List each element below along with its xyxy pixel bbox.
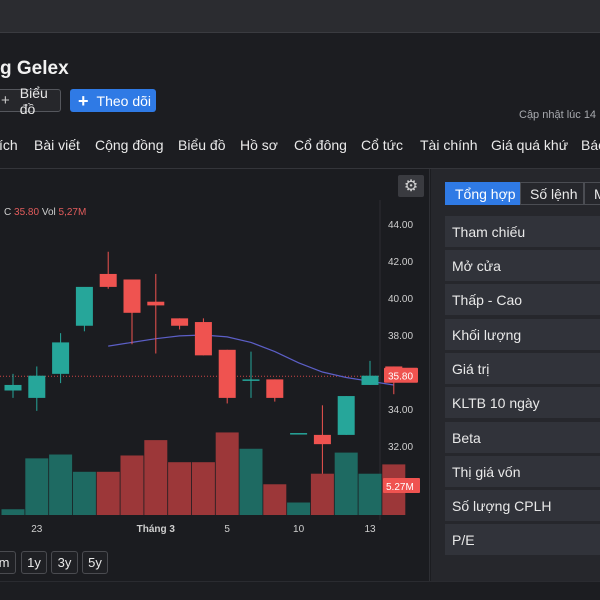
candle-body (147, 301, 165, 306)
row-avg-volume: KLTB 10 ngày (445, 387, 600, 418)
candle-body (123, 279, 141, 313)
x-tick-label: Tháng 3 (137, 524, 176, 535)
candle-body (313, 434, 331, 445)
nav-tab-shareholders[interactable]: Cổ đông (294, 137, 347, 153)
settings-gear-icon[interactable]: ⚙ (398, 175, 424, 197)
tab-summary[interactable]: Tổng hợp (445, 182, 520, 205)
candle-body (361, 375, 379, 385)
volume-bar (310, 473, 334, 515)
chart-button[interactable]: + Biểu đồ (0, 85, 61, 117)
y-tick-label: 32.00 (388, 442, 413, 453)
volume-bar (144, 440, 168, 515)
y-tick-label: 44.00 (388, 220, 413, 231)
y-tick-label: 34.00 (388, 405, 413, 416)
volume-bar (287, 502, 311, 515)
volume-badge (383, 478, 420, 493)
volume-bar (1, 509, 25, 515)
row-pe: P/E (445, 524, 600, 555)
volume-bar (72, 471, 96, 515)
candle-body (4, 384, 22, 391)
candle-body (194, 322, 212, 356)
browser-top-bar (0, 0, 600, 33)
volume-badge-label: 5.27M (386, 482, 414, 493)
x-tick-label: 5 (224, 524, 230, 535)
nav-tab-financials[interactable]: Tài chính (420, 137, 478, 153)
range-button-m[interactable]: m (0, 551, 16, 574)
volume-bar (120, 455, 144, 515)
row-market-cap: Thị giá vốn (445, 456, 600, 487)
nav-tab-chart[interactable]: Biểu đồ (178, 137, 226, 153)
volume-bar (358, 473, 382, 515)
volume-value: 5,27M (58, 207, 87, 218)
candle-body (99, 273, 117, 287)
row-open: Mở cửa (445, 250, 600, 281)
volume-bar (25, 458, 49, 515)
volume-bar (168, 462, 192, 515)
candle-body (337, 396, 355, 435)
candle-body (266, 379, 284, 398)
candle-body (28, 375, 46, 398)
candle-body (75, 286, 93, 326)
volume-bar (239, 448, 263, 515)
tab-more[interactable]: M (584, 182, 600, 205)
row-beta: Beta (445, 422, 600, 453)
candlestick-chart[interactable]: 44.0042.0040.0038.0036.0034.0032.0035.80… (0, 200, 430, 545)
volume-bar (215, 432, 239, 515)
tab-orders[interactable]: Số lệnh (520, 182, 584, 205)
plus-icon: + (1, 92, 10, 109)
candle-body (290, 433, 308, 435)
range-button-3y[interactable]: 3y (51, 551, 78, 574)
range-button-1y[interactable]: 1y (21, 551, 47, 574)
nav-tab-profile[interactable]: Hồ sơ (240, 137, 278, 153)
volume-bar (49, 454, 73, 515)
divider (0, 168, 600, 169)
nav-tabs: ích Bài viết Cộng đồng Biểu đồ Hồ sơ Cổ … (0, 137, 600, 155)
page-title: g Gelex (0, 58, 69, 79)
updated-time: Cập nhật lúc 14 (519, 109, 597, 121)
nav-tab-community[interactable]: Cộng đồng (95, 137, 164, 153)
last-price-label: 35.80 (388, 372, 413, 383)
y-tick-label: 40.00 (388, 294, 413, 305)
close-label: C (4, 207, 12, 218)
candle-body (242, 379, 260, 381)
y-tick-label: 38.00 (388, 331, 413, 342)
row-shares-outstanding: Số lượng CPLH (445, 490, 600, 521)
candle-body (218, 349, 236, 398)
nav-tab-articles[interactable]: Bài viết (34, 137, 80, 153)
volume-bar (191, 462, 215, 515)
close-value: 35.80 (14, 207, 40, 218)
follow-button-label: Theo dõi (96, 92, 151, 109)
row-value: Giá trị (445, 353, 600, 384)
row-low-high: Thấp - Cao (445, 284, 600, 315)
volume-bar (263, 484, 287, 515)
nav-tab-price-history[interactable]: Giá quá khứ (491, 137, 569, 153)
candle-body (171, 318, 189, 326)
chart-button-label: Biểu đồ (19, 84, 48, 117)
volume-label: Vol (41, 207, 56, 218)
x-tick-label: 23 (31, 524, 43, 535)
plus-icon: + (78, 90, 89, 111)
nav-tab-dividends[interactable]: Cổ tức (361, 137, 404, 153)
row-volume: Khối lượng (445, 319, 600, 350)
x-tick-label: 10 (293, 524, 305, 535)
nav-tab-reports[interactable]: Báo (581, 137, 600, 153)
range-button-5y[interactable]: 5y (82, 551, 108, 574)
last-price-badge (384, 367, 418, 383)
nav-tab-analysis[interactable]: ích (0, 137, 18, 153)
y-tick-label: 42.00 (388, 257, 413, 268)
row-reference: Tham chiếu (445, 216, 600, 247)
chart-legend: C 35.80 Vol 5,27M (4, 207, 86, 218)
bottom-bar (0, 581, 600, 600)
x-tick-label: 13 (364, 524, 376, 535)
follow-button[interactable]: + Theo dõi (70, 89, 156, 112)
volume-bar (334, 452, 358, 515)
candle-body (52, 342, 70, 374)
volume-bar (96, 471, 120, 515)
